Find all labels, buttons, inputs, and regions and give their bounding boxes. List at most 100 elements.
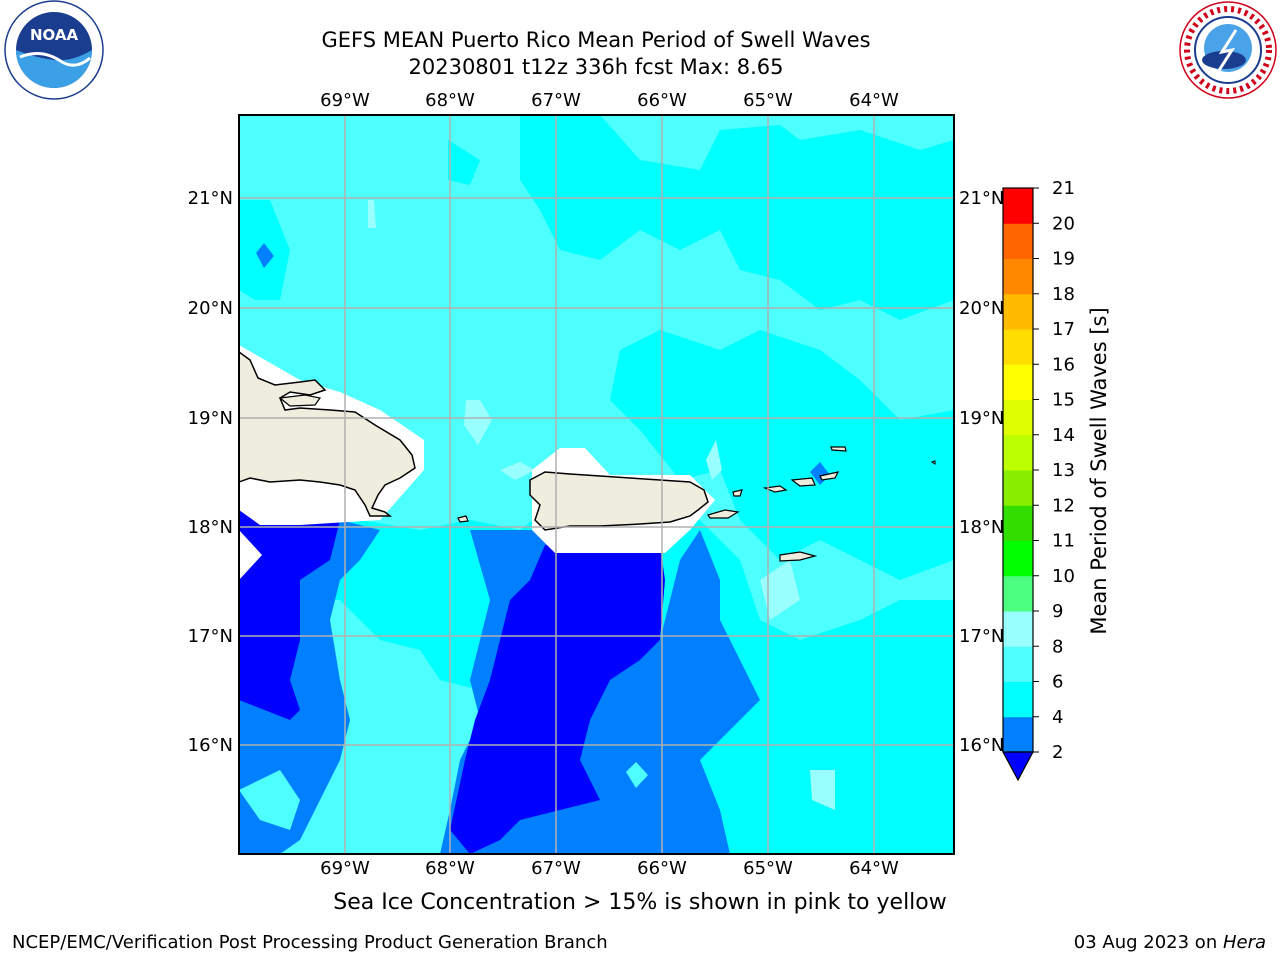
lon-label-bottom: 67°W xyxy=(531,858,581,879)
land-hispaniola xyxy=(239,351,416,517)
colorbar-tick-label: 19 xyxy=(1052,249,1075,270)
lat-label-right: 19°N xyxy=(959,408,1004,429)
lat-label-left: 21°N xyxy=(188,188,233,209)
colorbar-tick-label: 21 xyxy=(1052,178,1075,199)
sea-ice-note: Sea Ice Concentration > 15% is shown in … xyxy=(333,890,947,915)
colorbar-cell xyxy=(1003,293,1033,330)
colorbar-cell xyxy=(1003,223,1033,259)
colorbar-cell xyxy=(1003,505,1033,541)
field-4-6s-patch xyxy=(448,140,480,185)
land-tortola xyxy=(790,477,816,487)
lat-label-right: 16°N xyxy=(959,735,1004,756)
machine-name: Hera xyxy=(1222,932,1266,953)
lon-label-bottom: 65°W xyxy=(743,858,793,879)
lon-label-bottom: 64°W xyxy=(849,858,899,879)
colorbar-tick-label: 9 xyxy=(1052,601,1063,622)
colorbar-tick-label: 14 xyxy=(1052,425,1075,446)
field-below-2s-west xyxy=(239,500,340,720)
colorbar-cell xyxy=(1003,258,1033,295)
colorbar-tick-label: 18 xyxy=(1052,284,1075,305)
colorbar-tick-label: 12 xyxy=(1052,495,1075,516)
field-8-9s-patch-2 xyxy=(500,462,535,480)
land-samana xyxy=(278,394,322,407)
lat-label-left: 18°N xyxy=(188,517,233,538)
colorbar-cell xyxy=(1003,399,1033,436)
colorbar-cell xyxy=(1003,364,1033,400)
credit-text: NCEP/EMC/Verification Post Processing Pr… xyxy=(12,932,608,953)
colorbar-tick-label: 16 xyxy=(1052,354,1075,375)
lon-label-bottom: 69°W xyxy=(320,858,370,879)
lon-label-bottom: 66°W xyxy=(637,858,687,879)
lat-label-left: 19°N xyxy=(188,408,233,429)
colorbar-cell xyxy=(1003,611,1033,647)
field-8-9s-patch-6 xyxy=(810,770,835,810)
lat-label-left: 17°N xyxy=(188,626,233,647)
colorbar-tick-label: 15 xyxy=(1052,390,1075,411)
title-line-2: 20230801 t12z 336h fcst Max: 8.65 xyxy=(408,55,784,79)
gridlines xyxy=(239,115,954,854)
land-culebra xyxy=(732,489,743,497)
lon-label-top: 64°W xyxy=(849,90,899,111)
field-below-2s-central xyxy=(450,545,665,854)
colorbar-cell xyxy=(1003,470,1033,506)
lat-label-right: 18°N xyxy=(959,517,1004,538)
colorbar-extend-arrow xyxy=(1001,751,1035,782)
colorbar-cell xyxy=(1003,434,1033,471)
land-st-croix xyxy=(779,551,818,562)
lon-label-top: 66°W xyxy=(637,90,687,111)
date-stamp: 03 Aug 2023 on Hera xyxy=(1074,932,1266,953)
land-anegada xyxy=(830,446,847,452)
lon-label-top: 67°W xyxy=(531,90,581,111)
lon-label-top: 68°W xyxy=(425,90,475,111)
mask-sw xyxy=(239,530,262,580)
field-6-8s-central-patch xyxy=(626,762,648,788)
lat-label-right: 21°N xyxy=(959,188,1004,209)
lon-label-top: 69°W xyxy=(320,90,370,111)
lat-label-right: 17°N xyxy=(959,626,1004,647)
field-2-4s-west-patch xyxy=(256,243,274,268)
colorbar-tick-label: 6 xyxy=(1052,672,1063,693)
land-mona-island xyxy=(457,515,469,523)
colorbar-tick-label: 17 xyxy=(1052,319,1075,340)
colorbar-label: Mean Period of Swell Waves [s] xyxy=(1087,307,1111,634)
field-8-9s-patch-5 xyxy=(760,560,800,620)
colorbar-cell xyxy=(1003,646,1033,682)
lon-label-bottom: 68°W xyxy=(425,858,475,879)
colorbar-tick-label: 2 xyxy=(1052,742,1063,763)
noaa-logo-text: NOAA xyxy=(30,26,79,44)
colorbar-tick-label: 20 xyxy=(1052,213,1075,234)
field-4-6s-north xyxy=(520,115,954,320)
nws-logo xyxy=(1179,1,1277,99)
lon-label-top: 65°W xyxy=(743,90,793,111)
colorbar-tick-label: 10 xyxy=(1052,566,1075,587)
title-line-1: GEFS MEAN Puerto Rico Mean Period of Swe… xyxy=(321,28,871,52)
land-small-islet xyxy=(930,460,936,465)
land-puerto-rico xyxy=(529,471,709,531)
noaa-logo: NOAA xyxy=(4,0,104,100)
date-text: 03 Aug 2023 on xyxy=(1073,932,1223,953)
lat-label-left: 20°N xyxy=(188,298,233,319)
colorbar-cell xyxy=(1003,540,1033,577)
colorbar-tick-label: 11 xyxy=(1052,531,1075,552)
colorbar-cell xyxy=(1003,329,1033,365)
land-virgin-gorda xyxy=(819,471,840,481)
colorbar-tick-label: 13 xyxy=(1052,460,1075,481)
field-8-9s-patch-3 xyxy=(706,440,722,480)
land-vieques xyxy=(707,509,740,519)
colorbar-tick-label: 4 xyxy=(1052,707,1063,728)
field-6-8s-sw-patch xyxy=(239,770,300,830)
field-4-6s-east xyxy=(610,330,954,580)
map-frame xyxy=(238,114,955,855)
lat-label-right: 20°N xyxy=(959,298,1004,319)
colorbar-cell xyxy=(1003,681,1033,718)
colorbar-tick-label: 8 xyxy=(1052,636,1063,657)
land-st-thomas xyxy=(762,485,788,493)
field-8-9s-patch-1 xyxy=(464,400,492,445)
colorbar-cell xyxy=(1003,716,1033,753)
lat-label-left: 16°N xyxy=(188,735,233,756)
field-8-9s-patch-4 xyxy=(368,200,376,228)
colorbar-cell xyxy=(1003,575,1033,612)
colorbar-cell xyxy=(1003,188,1033,224)
